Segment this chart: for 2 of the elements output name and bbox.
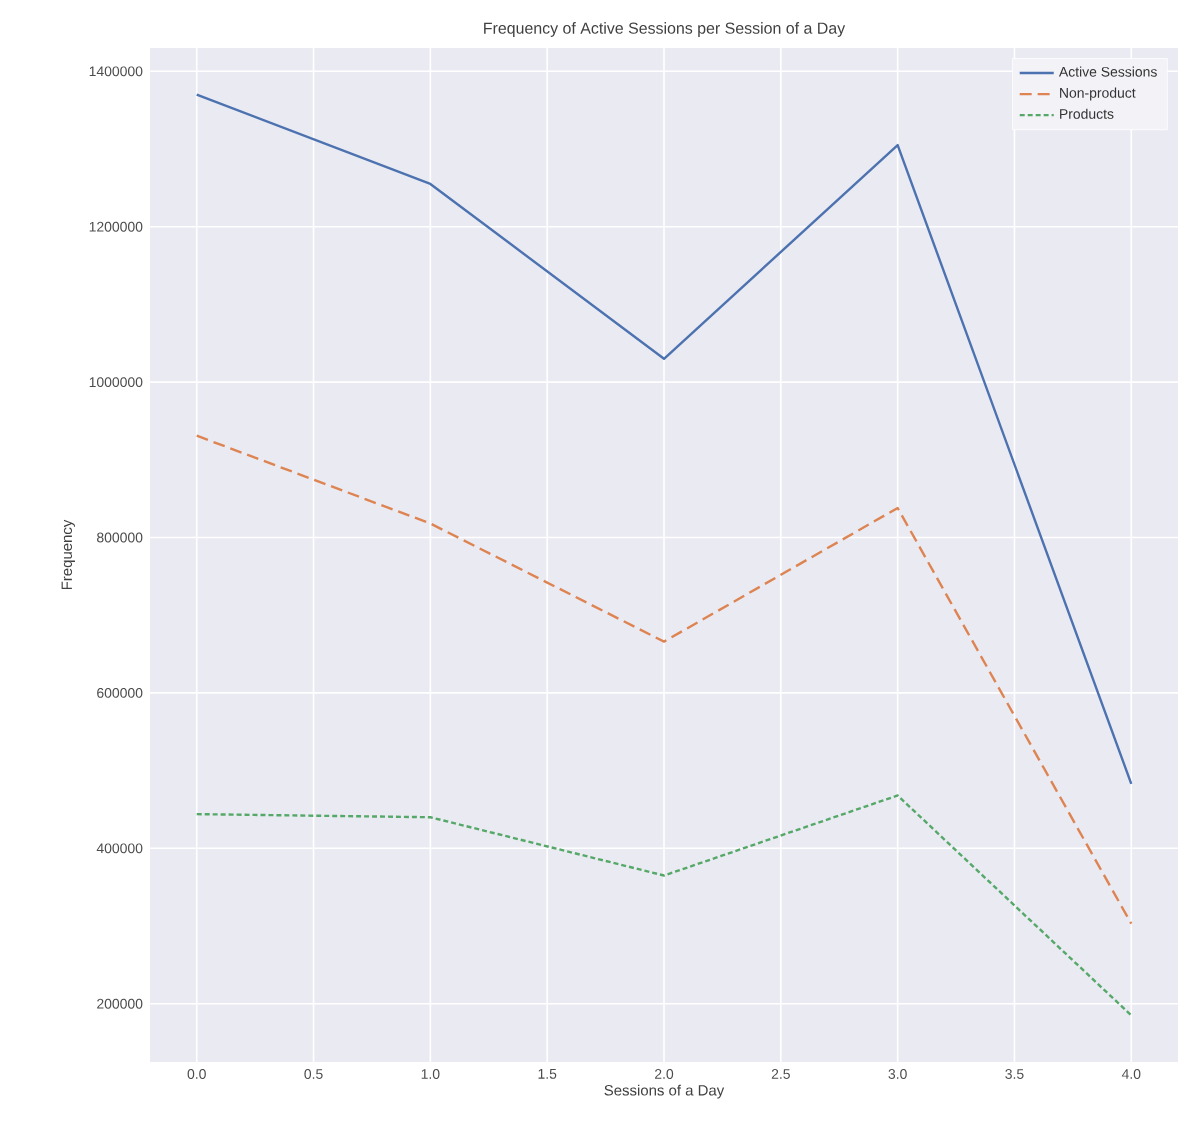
line-series [195, 434, 1133, 925]
line-series [195, 794, 1133, 1017]
